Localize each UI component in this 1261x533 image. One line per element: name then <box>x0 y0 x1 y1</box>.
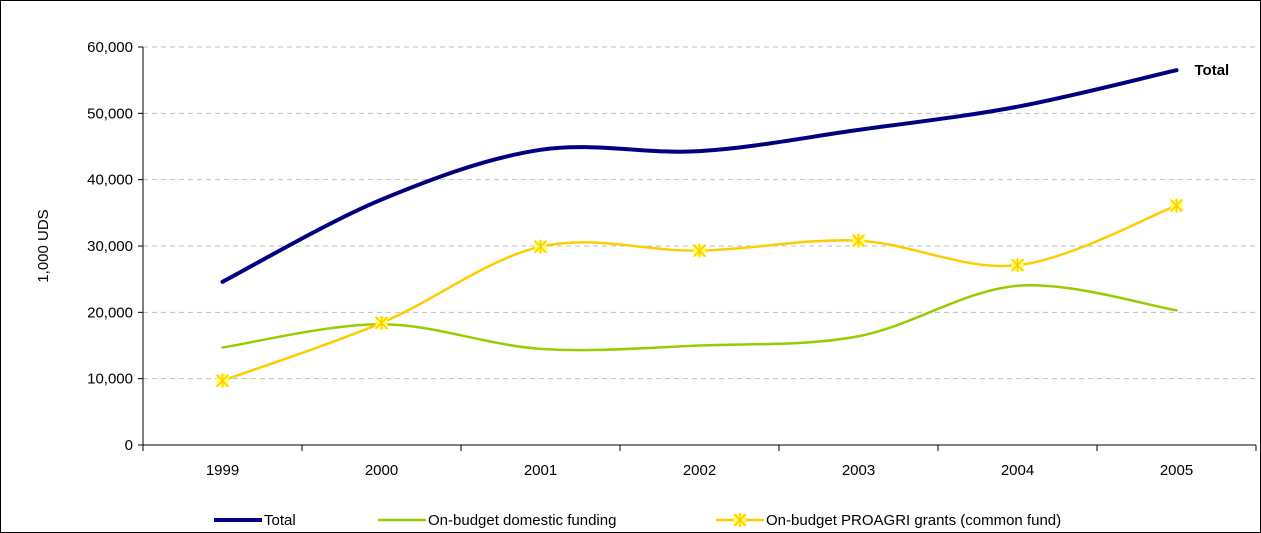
y-axis-title: 1,000 UDS <box>35 209 52 282</box>
data-point-total <box>857 128 861 132</box>
data-point-domestic-funding <box>539 347 543 351</box>
series-line-total <box>220 68 1179 284</box>
data-point-domestic-funding <box>857 334 861 338</box>
series-end-label: Total <box>1195 62 1230 79</box>
data-point-domestic-funding <box>1175 308 1179 312</box>
data-point-total <box>1016 105 1020 109</box>
data-point-domestic-funding <box>221 345 225 349</box>
data-point-total <box>221 280 225 284</box>
y-tick-label: 30,000 <box>87 238 133 255</box>
legend-label-total: Total <box>264 512 296 529</box>
data-point-proagri-grants <box>851 233 866 248</box>
data-point-proagri-grants <box>692 243 707 258</box>
data-point-proagri-grants <box>533 239 548 254</box>
x-tick-label: 2005 <box>1160 462 1193 479</box>
data-point-domestic-funding <box>698 344 702 348</box>
data-point-domestic-funding <box>1016 284 1020 288</box>
x-tick-label: 1999 <box>206 462 239 479</box>
x-tick-label: 2004 <box>1001 462 1034 479</box>
x-tick-label: 2002 <box>683 462 716 479</box>
data-point-total <box>539 148 543 152</box>
x-tick-label: 2000 <box>365 462 398 479</box>
y-tick-label: 20,000 <box>87 304 133 321</box>
y-tick-label: 50,000 <box>87 105 133 122</box>
data-point-total <box>1175 68 1179 72</box>
legend-label-proagri-grants: On-budget PROAGRI grants (common fund) <box>766 512 1061 529</box>
legend-label-domestic-funding: On-budget domestic funding <box>428 512 616 529</box>
data-point-total <box>380 198 384 202</box>
data-point-proagri-grants <box>215 373 230 388</box>
y-tick-label: 60,000 <box>87 39 133 56</box>
x-tick-label: 2001 <box>524 462 557 479</box>
data-point-proagri-grants <box>374 315 389 330</box>
y-tick-label: 0 <box>125 437 133 454</box>
y-tick-label: 10,000 <box>87 371 133 388</box>
y-tick-label: 40,000 <box>87 172 133 189</box>
x-tick-label: 2003 <box>842 462 875 479</box>
legend-marker-proagri-grants <box>733 513 747 527</box>
data-point-total <box>698 149 702 153</box>
data-point-proagri-grants <box>1010 258 1025 273</box>
data-point-proagri-grants <box>1169 198 1184 213</box>
